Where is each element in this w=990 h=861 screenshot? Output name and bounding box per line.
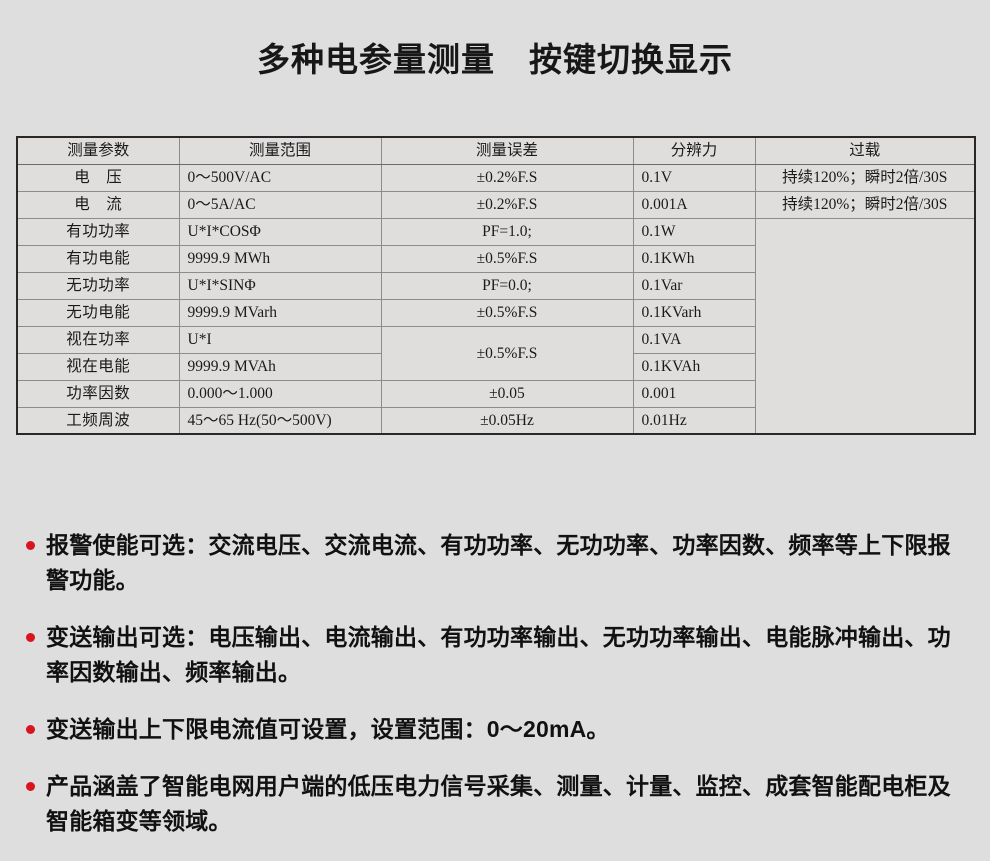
cell-error: ±0.5%F.S [380, 298, 634, 327]
cell-param: 工频周波 [16, 406, 180, 435]
cell-resolution: 0.001 [632, 379, 756, 408]
cell-resolution: 0.001A [632, 190, 756, 219]
cell-error: PF=1.0; [380, 217, 634, 245]
measurement-spec-table: 测量参数 测量范围 测量误差 分辨力 过载 电 压 0～500V/AC ±0.2… [16, 136, 976, 435]
cell-param: 视在功率 [16, 325, 180, 354]
page-title: 多种电参量测量 按键切换显示 [257, 41, 733, 78]
list-item: 产品涵盖了智能电网用户端的低压电力信号采集、测量、计量、监控、成套智能配电柜及智… [26, 769, 964, 839]
cell-error: ±0.2%F.S [380, 163, 634, 192]
bullet-dot-icon [26, 725, 35, 734]
list-item: 报警使能可选：交流电压、交流电流、有功功率、无功功率、功率因数、频率等上下限报警… [26, 528, 964, 598]
cell-param: 功率因数 [16, 379, 180, 408]
bullet-dot-icon [26, 541, 35, 550]
cell-error: PF=0.0; [380, 271, 634, 299]
list-item: 变送输出上下限电流值可设置，设置范围：0～20mA。 [26, 712, 964, 747]
cell-range: 0.000～1.000 [178, 379, 382, 408]
cell-error: ±0.05Hz [380, 406, 634, 435]
cell-overload: 持续120%；瞬时2倍/30S [754, 190, 976, 219]
cell-resolution: 0.1KWh [632, 244, 756, 273]
cell-param: 无功功率 [16, 271, 180, 300]
cell-range: 0～5A/AC [178, 190, 382, 219]
list-item: 变送输出可选：电压输出、电流输出、有功功率输出、无功功率输出、电能脉冲输出、功率… [26, 620, 964, 690]
cell-param: 无功电能 [16, 298, 180, 327]
column-header-resolution: 分辨力 [632, 136, 756, 165]
table-row: 视在电能 9999.9 MVAh 0.1KVAh [16, 352, 975, 381]
list-item-text: 变送输出可选：电压输出、电流输出、有功功率输出、无功功率输出、电能脉冲输出、功率… [46, 624, 951, 685]
cell-resolution: 0.1KVAh [632, 352, 756, 381]
cell-overload: 持续120%；瞬时2倍/30S [754, 163, 976, 192]
cell-range: 0～500V/AC [178, 163, 382, 192]
feature-list: 报警使能可选：交流电压、交流电流、有功功率、无功功率、功率因数、频率等上下限报警… [26, 528, 964, 861]
cell-resolution: 0.1VA [632, 325, 756, 354]
table-row: 工频周波 45～65 Hz(50～500V) ±0.05Hz 0.01Hz [16, 406, 975, 435]
cell-range: U*I [178, 325, 382, 354]
cell-param: 有功电能 [16, 244, 180, 273]
cell-resolution: 0.1KVarh [632, 298, 756, 327]
cell-range: U*I*COSΦ [178, 217, 382, 246]
table-row: 无功电能 9999.9 MVarh ±0.5%F.S 0.1KVarh [16, 298, 975, 327]
table-row: 电 流 0～5A/AC ±0.2%F.S 0.001A 持续120%；瞬时2倍/… [16, 190, 976, 219]
cell-param: 电 流 [16, 190, 180, 219]
cell-resolution: 0.1V [632, 163, 756, 192]
table-row: 电 压 0～500V/AC ±0.2%F.S 0.1V 持续120%；瞬时2倍/… [16, 163, 976, 192]
cell-param: 视在电能 [16, 352, 180, 381]
cell-param: 电 压 [16, 163, 180, 192]
cell-range: 9999.9 MVarh [178, 298, 382, 327]
cell-resolution: 0.1Var [632, 271, 756, 300]
cell-error: ±0.5%F.S [380, 244, 634, 273]
table-header-row: 测量参数 测量范围 测量误差 分辨力 过载 [16, 136, 976, 165]
spec-table-container: 测量参数 测量范围 测量误差 分辨力 过载 电 压 0～500V/AC ±0.2… [16, 136, 976, 435]
list-item-text: 报警使能可选：交流电压、交流电流、有功功率、无功功率、功率因数、频率等上下限报警… [46, 532, 951, 593]
cell-range: 45～65 Hz(50～500V) [178, 406, 382, 435]
cell-range: 9999.9 MWh [178, 244, 382, 273]
cell-range: 9999.9 MVAh [178, 352, 382, 381]
column-header-range: 测量范围 [178, 136, 382, 165]
column-header-error: 测量误差 [380, 136, 634, 165]
table-row: 有功功率 U*I*COSΦ PF=1.0; 0.1W [16, 217, 976, 435]
cell-error: ±0.5%F.S [380, 325, 634, 381]
table-row: 视在功率 U*I ±0.5%F.S 0.1VA [16, 325, 975, 381]
bullet-dot-icon [26, 782, 35, 791]
cell-resolution: 0.1W [632, 217, 756, 246]
cell-param: 有功功率 [16, 217, 180, 246]
column-header-overload: 过载 [754, 136, 976, 165]
cell-error: ±0.05 [380, 379, 634, 408]
cell-error: ±0.2%F.S [380, 190, 634, 219]
table-row: 有功电能 9999.9 MWh ±0.5%F.S 0.1KWh [16, 244, 975, 273]
bullet-dot-icon [26, 633, 35, 642]
cell-range: U*I*SINΦ [178, 271, 382, 300]
list-item-text: 变送输出上下限电流值可设置，设置范围：0～20mA。 [46, 716, 610, 742]
column-header-param: 测量参数 [16, 136, 180, 165]
list-item-text: 产品涵盖了智能电网用户端的低压电力信号采集、测量、计量、监控、成套智能配电柜及智… [46, 773, 951, 834]
table-row: 无功功率 U*I*SINΦ PF=0.0; 0.1Var [16, 271, 975, 300]
cell-overload-empty [754, 217, 976, 435]
cell-resolution: 0.01Hz [632, 406, 756, 435]
